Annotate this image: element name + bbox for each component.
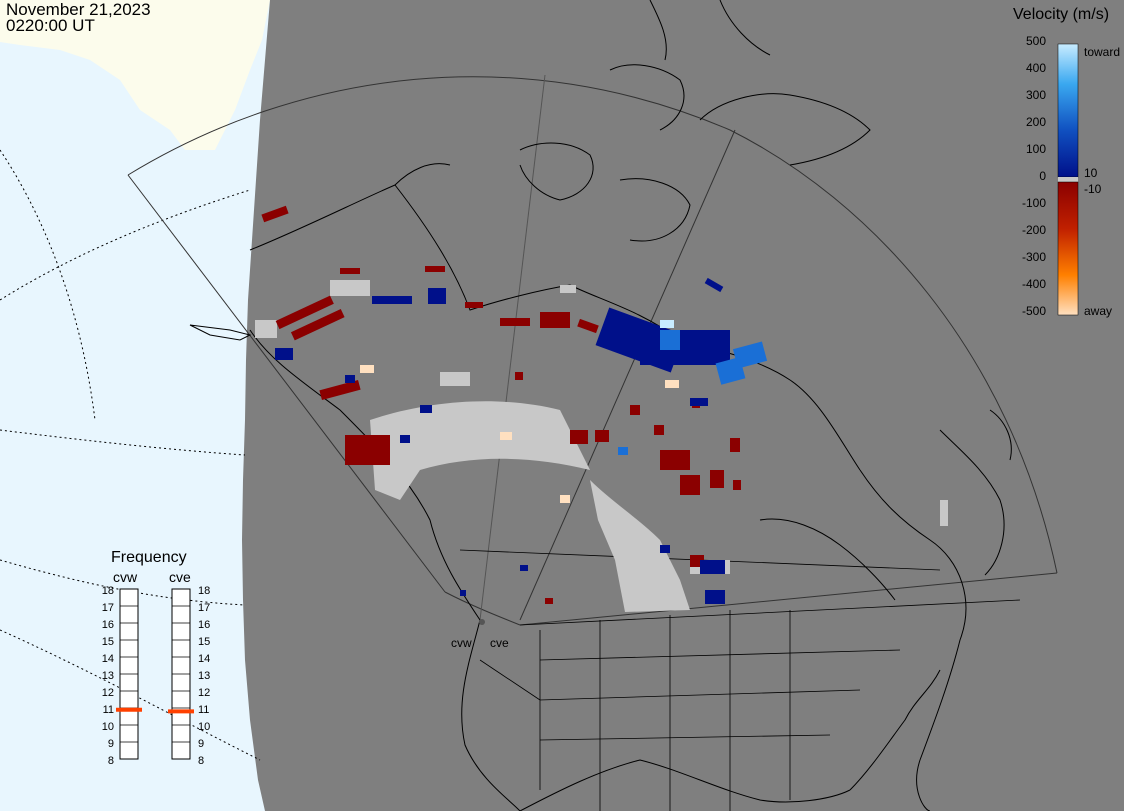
frequency-tick-right: 11 [198, 704, 210, 716]
geo-grid [0, 149, 261, 761]
frequency-tick-left: 9 [107, 738, 114, 750]
velocity-extreme [360, 320, 679, 503]
day-land [0, 0, 270, 150]
night-region [242, 0, 1124, 811]
velocity-tick: 400 [1025, 61, 1046, 75]
frequency-tick-right: 18 [198, 585, 211, 597]
frequency-tick-right: 8 [198, 755, 205, 767]
frequency-tick-left: 17 [101, 602, 114, 614]
radar-site-cve: cve [490, 636, 509, 650]
frequency-tick-left: 18 [101, 585, 114, 597]
velocity-toward-low [275, 277, 730, 604]
field-of-view [127, 74, 1058, 626]
velocity-pos-threshold: 10 [1084, 166, 1098, 180]
frequency-radar-cvw: cvw [113, 569, 138, 585]
frequency-tick-left: 11 [102, 704, 114, 716]
away-label: away [1084, 304, 1113, 318]
velocity-neg-threshold: -10 [1084, 182, 1102, 196]
velocity-tick: 200 [1025, 115, 1046, 129]
frequency-tick-right: 12 [198, 687, 211, 699]
velocity-legend-title: Velocity (m/s) [1013, 6, 1110, 23]
frequency-tick-right: 10 [198, 721, 211, 733]
frequency-tick-left: 16 [101, 619, 114, 631]
frequency-tick-right: 9 [198, 738, 205, 750]
velocity-tick: 300 [1025, 88, 1046, 102]
frequency-tick-left: 14 [101, 653, 114, 665]
velocity-tick: -500 [1021, 304, 1046, 318]
velocity-tick: -300 [1021, 250, 1046, 264]
frequency-tick-right: 15 [198, 636, 211, 648]
radar-site-cvw: cvw [451, 636, 472, 650]
velocity-toward-mid [618, 330, 768, 455]
frequency-tick-left: 8 [107, 755, 114, 767]
frequency-radar-cve: cve [169, 569, 191, 585]
velocity-tick: -400 [1021, 277, 1046, 291]
velocity-colorbar [1057, 43, 1079, 316]
frequency-tick-left: 13 [101, 670, 114, 682]
date-label: November 21,2023 [6, 0, 151, 19]
frequency-tick-right: 14 [198, 653, 211, 665]
toward-label: toward [1084, 45, 1121, 59]
frequency-tick-left: 15 [101, 636, 114, 648]
frequency-tick-left: 10 [101, 721, 114, 733]
frequency-title: Frequency [111, 549, 187, 566]
radar-site-marker [479, 619, 485, 625]
velocity-tick: 500 [1025, 34, 1046, 48]
velocity-tick: -100 [1021, 196, 1046, 210]
velocity-tick: 100 [1025, 142, 1046, 156]
frequency-tick-right: 13 [198, 670, 211, 682]
time-label: 0220:00 UT [6, 16, 95, 35]
frequency-tick-right: 16 [198, 619, 211, 631]
velocity-tick: 0 [1039, 169, 1046, 183]
velocity-away [261, 205, 741, 604]
frequency-tick-left: 12 [101, 687, 114, 699]
velocity-tick: -200 [1021, 223, 1046, 237]
frequency-tick-right: 17 [198, 602, 211, 614]
